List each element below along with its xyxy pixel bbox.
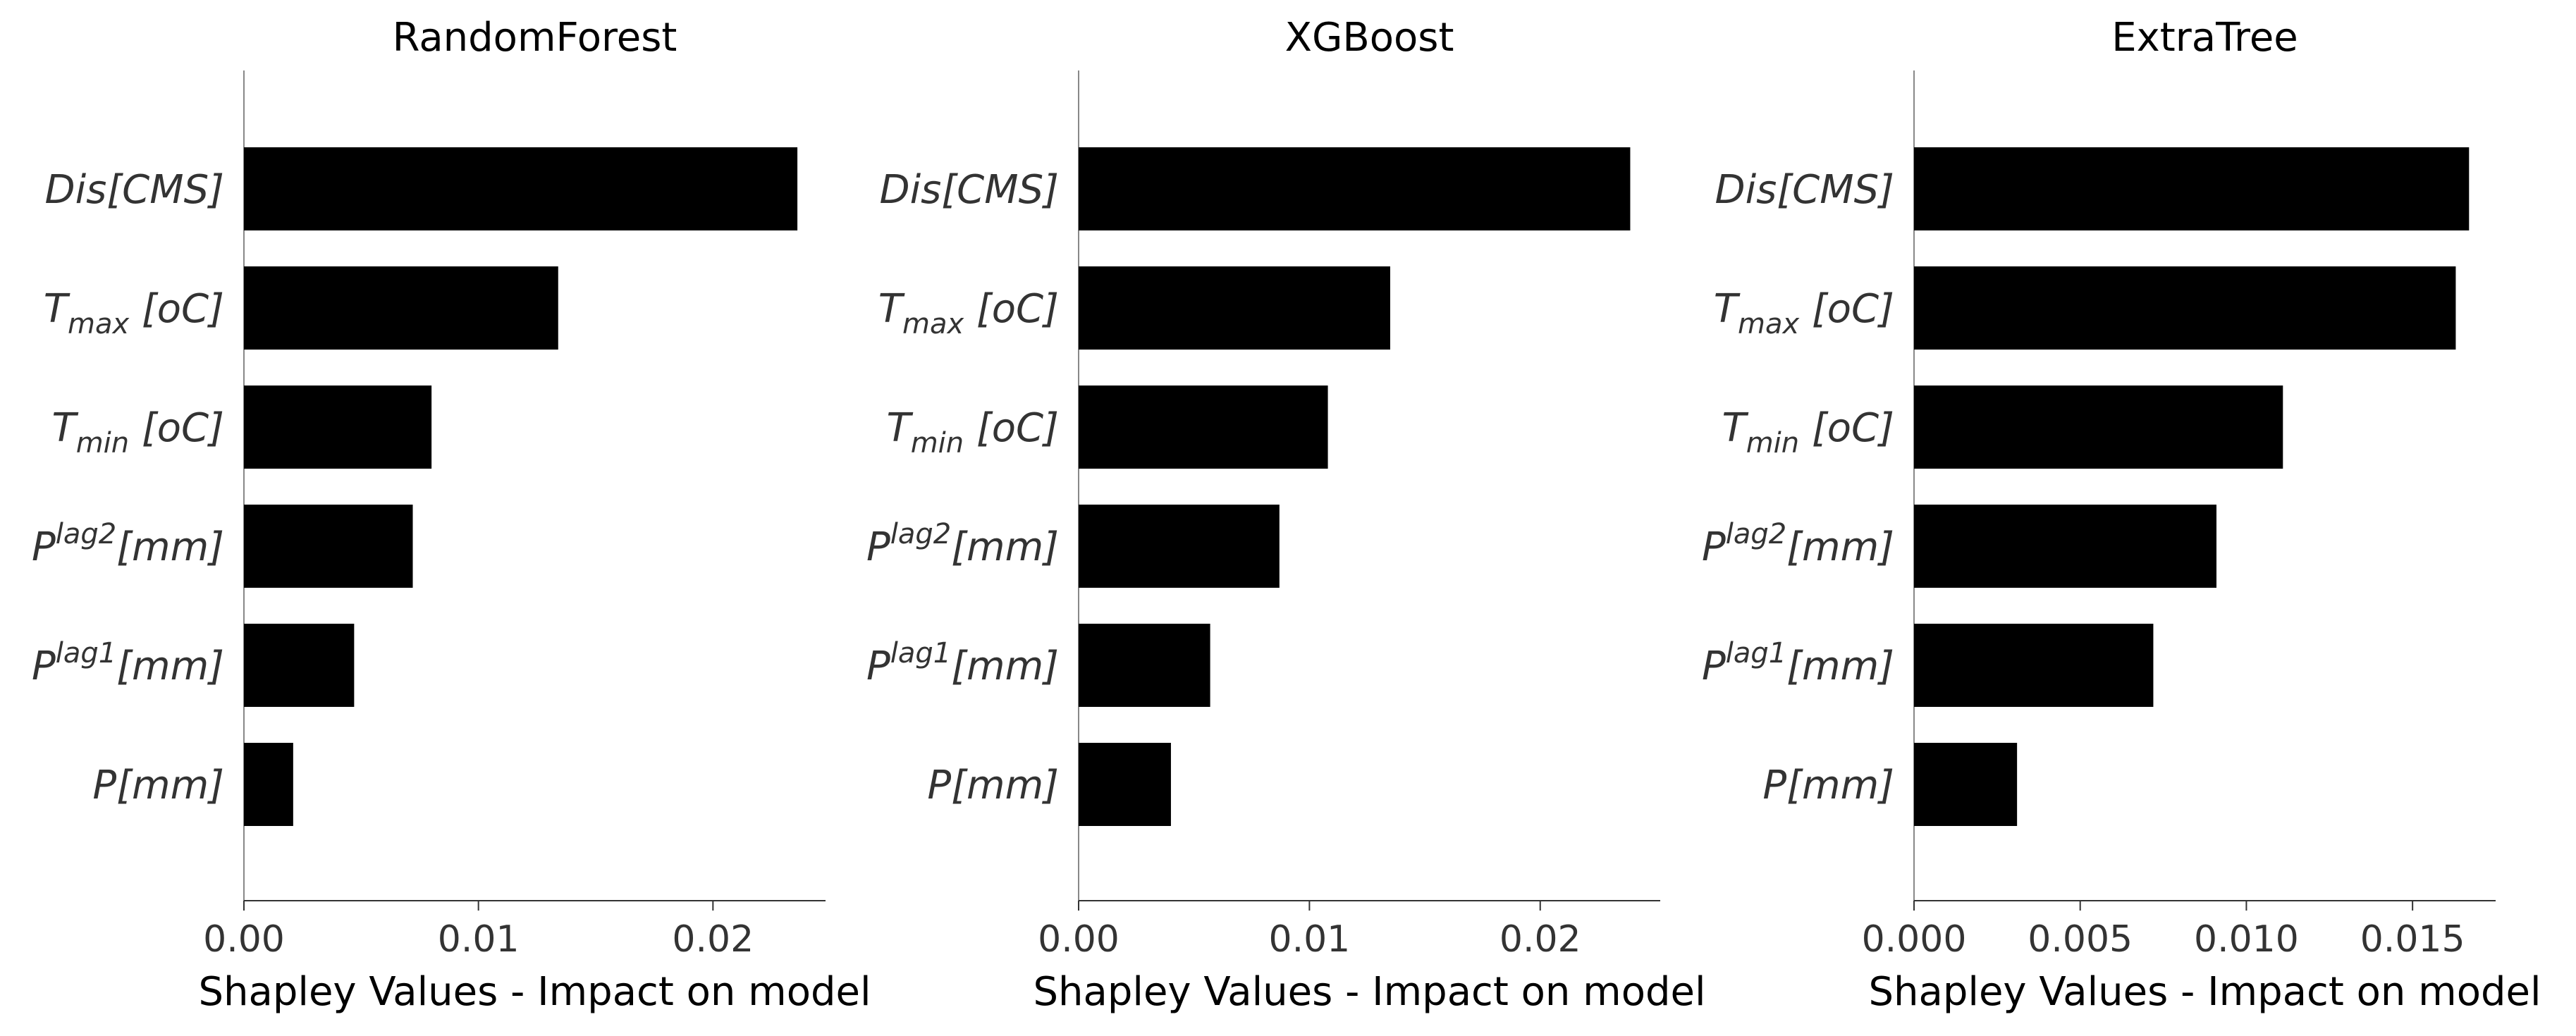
bar-tmax (1079, 266, 1390, 350)
bar-p (1914, 743, 2018, 826)
category-label-tmin: Tmin [oC] (886, 405, 1059, 460)
x-tick-label: 0.01 (438, 918, 520, 961)
panel-title: ExtraTree (2111, 15, 2298, 61)
x-tick-label: 0.005 (2028, 918, 2133, 961)
bar-plag2 (1914, 505, 2216, 588)
panel-extratree: ExtraTree Dis[CMS] Tmax [oC] Tmin [oC] Plag2… (1702, 15, 2541, 1015)
bar-plag2 (244, 505, 413, 588)
bar-tmin (1914, 386, 2283, 469)
x-axis-title: Shapley Values - Impact on model (198, 969, 871, 1015)
x-tick-label: 0.00 (1038, 918, 1120, 961)
bar-plag1 (244, 624, 355, 707)
category-label-p: P[mm] (927, 763, 1059, 808)
x-tick-label: 0.015 (2360, 918, 2465, 961)
x-tick-label: 0.000 (1862, 918, 1967, 961)
x-tick-label: 0.01 (1268, 918, 1350, 961)
bar-p (244, 743, 293, 826)
category-label-p: P[mm] (92, 763, 224, 808)
category-label-plag2: Plag2[mm] (32, 518, 224, 570)
category-label-tmax: Tmax [oC] (44, 286, 224, 340)
category-label-tmax: Tmax [oC] (878, 286, 1059, 340)
bar-plag2 (1079, 505, 1280, 588)
category-label-dis: Dis[CMS] (879, 167, 1059, 213)
x-axis-title: Shapley Values - Impact on model (1033, 969, 1705, 1015)
bar-tmin (244, 386, 432, 469)
bar-dis (1914, 147, 2470, 230)
x-tick-label: 0.010 (2194, 918, 2299, 961)
category-label-dis: Dis[CMS] (1715, 167, 1894, 213)
panel-xgboost: XGBoost Dis[CMS] Tmax [oC] Tmin [oC] Plag2[m… (866, 15, 1706, 1015)
category-label-p: P[mm] (1762, 763, 1894, 808)
panel-title: XGBoost (1285, 15, 1454, 61)
x-axis-title: Shapley Values - Impact on model (1868, 969, 2541, 1015)
category-label-plag1: Plag1[mm] (32, 637, 224, 689)
bar-plag1 (1914, 624, 2154, 707)
panel-randomforest: RandomForest Dis[CMS] Tmax [oC] Tmin [oC] Pl… (32, 15, 871, 1015)
x-tick-label: 0.02 (672, 918, 754, 961)
category-label-plag2: Plag2[mm] (1702, 518, 1894, 570)
bar-tmin (1079, 386, 1328, 469)
category-label-plag1: Plag1[mm] (866, 637, 1059, 689)
category-label-dis: Dis[CMS] (44, 167, 224, 213)
bar-dis (244, 147, 798, 230)
panel-title: RandomForest (393, 15, 677, 61)
bar-p (1079, 743, 1171, 826)
category-label-plag1: Plag1[mm] (1702, 637, 1894, 689)
category-label-plag2: Plag2[mm] (866, 518, 1059, 570)
bar-tmax (244, 266, 558, 350)
x-tick-label: 0.00 (203, 918, 285, 961)
bar-dis (1079, 147, 1631, 230)
bar-plag1 (1079, 624, 1210, 707)
bar-tmax (1914, 266, 2456, 350)
category-label-tmin: Tmin [oC] (51, 405, 224, 460)
category-label-tmax: Tmax [oC] (1714, 286, 1894, 340)
x-tick-label: 0.02 (1499, 918, 1581, 961)
category-label-tmin: Tmin [oC] (1722, 405, 1894, 460)
